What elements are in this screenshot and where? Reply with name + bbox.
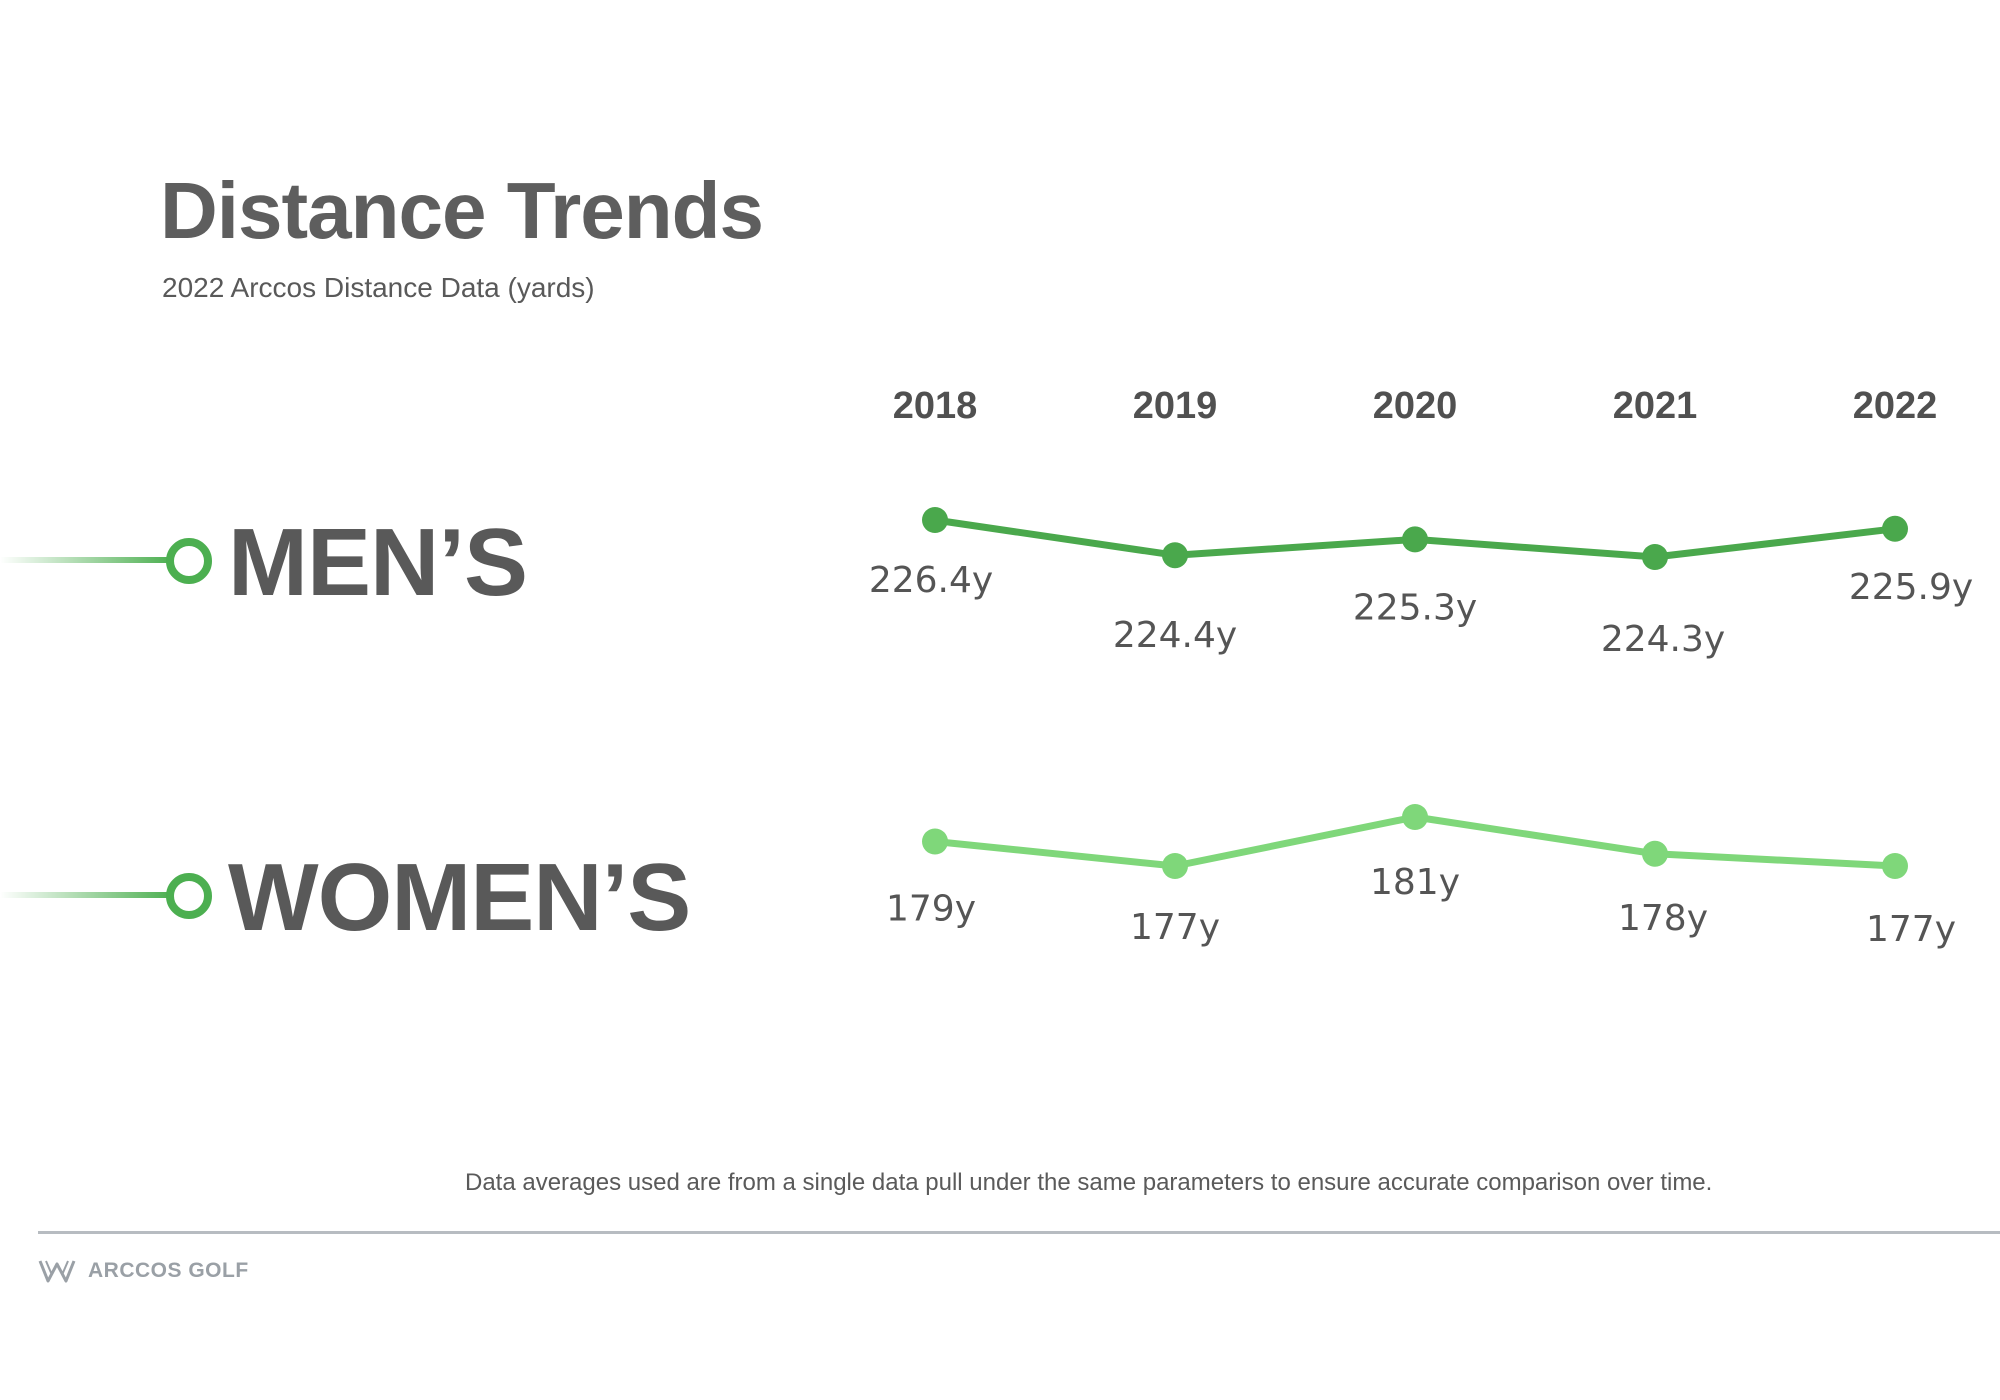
mens-ring-marker [166, 538, 212, 584]
womens-value-label-2021: 178y [1618, 898, 1708, 939]
mens-point-2022 [1882, 515, 1908, 542]
mens-point-2018 [922, 507, 948, 533]
womens-value-label-2018: 179y [886, 889, 976, 930]
page-subtitle: 2022 Arccos Distance Data (yards) [162, 272, 595, 303]
mens-value-label-2020: 225.3y [1353, 587, 1477, 628]
mens-value-label-2019: 224.4y [1113, 615, 1237, 656]
mens-connector-line [0, 557, 172, 563]
womens-point-2019 [1162, 853, 1188, 879]
womens-value-label-2022: 177y [1866, 909, 1956, 950]
womens-connector-line [0, 892, 172, 898]
mens-value-label-2018: 226.4y [869, 560, 993, 601]
womens-point-2020 [1402, 804, 1428, 830]
mens-point-2020 [1402, 526, 1428, 553]
year-label-2019: 2019 [1132, 385, 1218, 427]
womens-ring-marker [166, 873, 212, 919]
year-label-2021: 2021 [1612, 385, 1698, 427]
footer-divider [38, 1231, 2000, 1234]
year-label-2020: 2020 [1372, 385, 1458, 427]
footnote: Data averages used are from a single dat… [465, 1169, 1713, 1196]
womens-point-2018 [922, 828, 948, 855]
womens-series-label: WOMEN’S [228, 844, 691, 951]
arccos-logo-icon [38, 1260, 76, 1283]
mens-series-label: MEN’S [228, 509, 528, 616]
year-label-2018: 2018 [892, 385, 978, 427]
year-label-2022: 2022 [1852, 385, 1938, 427]
womens-point-2022 [1882, 853, 1908, 879]
brand-name: ARCCOS GOLF [88, 1259, 249, 1282]
mens-point-2019 [1162, 542, 1188, 569]
mens-value-label-2021: 224.3y [1601, 619, 1725, 660]
page-title: Distance Trends [160, 166, 764, 255]
mens-point-2021 [1642, 544, 1668, 570]
brand-footer: ARCCOS GOLF [38, 1258, 249, 1284]
mens-value-label-2022: 225.9y [1849, 567, 1973, 608]
womens-value-label-2019: 177y [1130, 907, 1220, 948]
womens-value-label-2020: 181y [1370, 862, 1460, 903]
womens-point-2021 [1642, 840, 1668, 867]
